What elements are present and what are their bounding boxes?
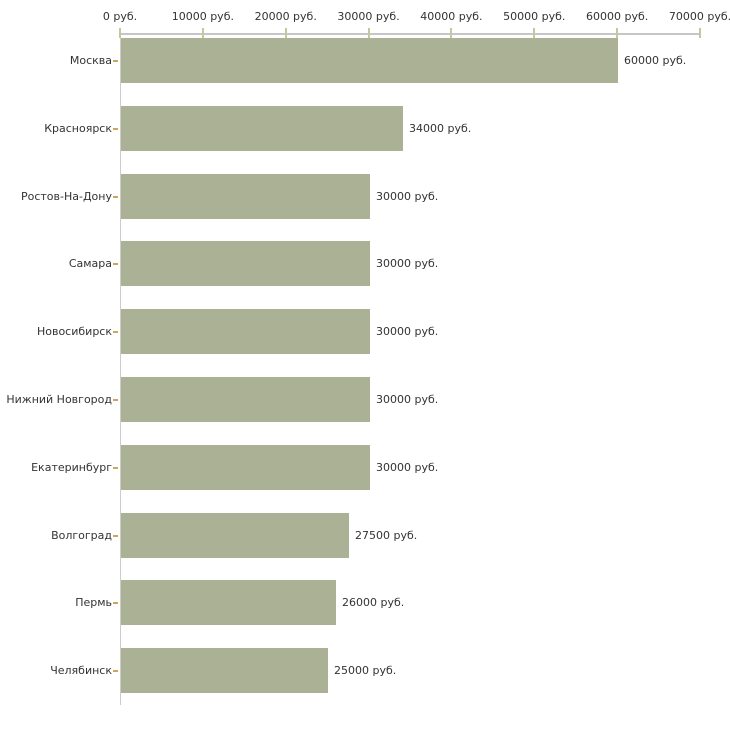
x-axis-line [120,33,701,35]
bar-0 [121,38,618,83]
x-axis-tick-label: 30000 руб. [337,10,400,23]
x-axis-tick [699,28,701,38]
bar-1 [121,106,403,151]
category-label: Москва [69,54,112,67]
value-label: 34000 руб. [409,122,472,135]
category-label: Ростов-На-Дону [20,190,112,203]
category-tick [113,128,118,130]
x-axis-tick [616,28,619,38]
bar-2 [121,174,370,219]
x-axis-tick-label: 70000 руб. [668,10,730,23]
x-axis-tick-label: 60000 руб. [586,10,649,23]
value-label: 30000 руб. [376,461,439,474]
x-axis-tick [533,28,536,38]
x-axis-tick-label: 50000 руб. [503,10,566,23]
bar-7 [121,513,349,558]
x-axis-tick [450,28,453,38]
category-tick [113,535,118,537]
bar-5 [121,377,370,422]
category-tick [113,670,118,672]
y-axis-line [120,33,121,705]
bar-8 [121,580,336,625]
category-tick [113,399,118,401]
category-tick [113,60,118,62]
x-axis-tick-label: 20000 руб. [254,10,317,23]
category-label: Нижний Новгород [6,393,112,406]
x-axis-tick [284,28,287,38]
category-label: Волгоград [51,529,112,542]
value-label: 30000 руб. [376,325,439,338]
category-tick [113,331,118,333]
value-label: 30000 руб. [376,393,439,406]
category-label: Екатеринбург [31,461,112,474]
value-label: 30000 руб. [376,257,439,270]
category-tick [113,196,118,198]
category-label: Пермь [75,596,112,609]
category-tick [113,263,118,265]
x-axis-tick [201,28,204,38]
category-label: Самара [68,257,112,270]
value-label: 26000 руб. [342,596,405,609]
x-axis-tick-label: 40000 руб. [420,10,483,23]
value-label: 30000 руб. [376,190,439,203]
category-label: Новосибирск [36,325,112,338]
category-tick [113,467,118,469]
x-axis-tick-label: 0 руб. [102,10,138,23]
bar-3 [121,241,370,286]
x-axis-tick [119,28,121,38]
value-label: 25000 руб. [334,664,397,677]
bar-6 [121,445,370,490]
category-label: Челябинск [50,664,112,677]
category-label: Красноярск [44,122,112,135]
bar-4 [121,309,370,354]
x-axis-tick-label: 10000 руб. [171,10,234,23]
category-tick [113,602,118,604]
value-label: 27500 руб. [355,529,418,542]
x-axis-tick [367,28,370,38]
bar-9 [121,648,328,693]
value-label: 60000 руб. [624,54,687,67]
